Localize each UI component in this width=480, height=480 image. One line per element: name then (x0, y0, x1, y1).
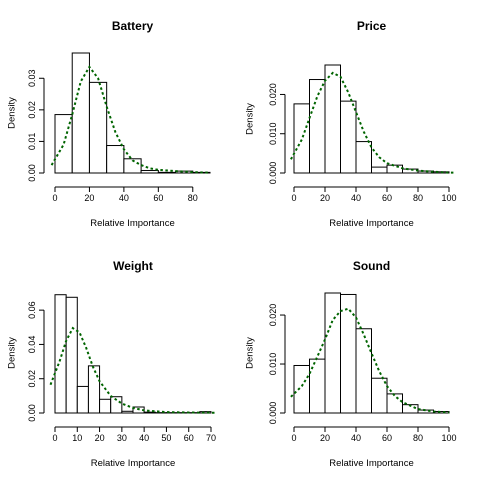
x-tick-label: 20 (320, 193, 330, 203)
histogram-bar (140, 169, 159, 174)
y-tick-label: 0.000 (268, 162, 278, 185)
y-tick-label: 0.00 (27, 164, 37, 182)
histogram-bar (324, 292, 341, 414)
density-curve (50, 65, 211, 174)
x-tick-label: 0 (291, 433, 296, 443)
y-axis-label: Density (7, 337, 18, 369)
density-curve (49, 326, 216, 414)
y-tick-label: 0.010 (268, 122, 278, 145)
histogram-bar (157, 171, 177, 174)
histogram-bar (386, 164, 403, 174)
histogram-bar (293, 103, 310, 174)
x-tick-label: 20 (95, 433, 105, 443)
x-axis-label: Relative Importance (90, 218, 174, 229)
histogram-bar (54, 294, 67, 414)
y-axis-label: Density (245, 337, 256, 369)
histogram-bar (76, 385, 89, 414)
density-curve (290, 307, 450, 414)
y-tick-label: 0.02 (27, 101, 37, 119)
chart-panel-weight: Weight 0 10 20 30 40 50 60 70 Relative Importance… (7, 259, 216, 469)
x-tick-label: 0 (52, 433, 57, 443)
x-axis-label: Relative Importance (91, 458, 175, 469)
x-tick-label: 70 (206, 433, 216, 443)
histogram-bar (143, 411, 156, 414)
histogram-bar (324, 64, 341, 174)
histogram-bar (293, 364, 310, 414)
y-tick-label: 0.020 (268, 304, 278, 327)
x-tick-label: 10 (72, 433, 82, 443)
y-tick-label: 0.020 (268, 83, 278, 106)
histogram-bar (417, 409, 434, 414)
histogram-bar (309, 79, 326, 174)
y-tick-label: 0.04 (27, 336, 37, 354)
histogram-bar (106, 145, 125, 174)
x-tick-label: 40 (119, 193, 129, 203)
x-tick-label: 80 (413, 433, 423, 443)
chart-panel-battery: Battery 0 20 40 60 80 Relative Importance 0.00 0… (7, 19, 211, 229)
x-tick-label: 50 (161, 433, 171, 443)
x-tick-label: 40 (351, 433, 361, 443)
y-axis-label: Density (245, 103, 256, 135)
histogram-bar (433, 411, 450, 414)
x-tick-label: 40 (139, 433, 149, 443)
chart-title: Sound (353, 259, 390, 273)
x-tick-label: 100 (441, 433, 456, 443)
chart-title: Price (357, 19, 387, 33)
x-tick-label: 20 (320, 433, 330, 443)
histogram-bar (355, 141, 372, 174)
y-tick-label: 0.01 (27, 133, 37, 151)
x-tick-label: 0 (291, 193, 296, 203)
histogram-bar (121, 410, 134, 414)
y-tick-label: 0.000 (268, 402, 278, 425)
histogram-bar (88, 81, 108, 174)
chart-panel-price: Price 0 20 40 60 80 100 Relative Importance 0.00… (245, 19, 457, 229)
histogram-bar (110, 396, 123, 414)
histogram-bar (371, 166, 388, 174)
x-tick-label: 80 (188, 193, 198, 203)
histogram-bar (87, 365, 101, 414)
histogram-bar (386, 393, 403, 414)
histogram-bar (340, 293, 357, 414)
y-tick-label: 0.03 (27, 69, 37, 87)
y-tick-label: 0.00 (27, 404, 37, 422)
y-axis-label: Density (7, 97, 18, 129)
y-tick-label: 0.06 (27, 301, 37, 319)
histogram-bar (199, 411, 212, 414)
x-tick-label: 80 (413, 193, 423, 203)
x-tick-label: 40 (351, 193, 361, 203)
x-axis-label: Relative Importance (329, 218, 413, 229)
chart-title: Battery (112, 19, 154, 33)
x-tick-label: 100 (441, 193, 456, 203)
x-tick-label: 20 (84, 193, 94, 203)
x-tick-label: 0 (52, 193, 57, 203)
chart-title: Weight (113, 259, 153, 273)
histogram-bar (340, 100, 357, 174)
x-tick-label: 60 (382, 193, 392, 203)
y-tick-label: 0.010 (268, 353, 278, 376)
x-tick-label: 60 (382, 433, 392, 443)
histogram-bar (99, 398, 112, 414)
x-tick-label: 60 (153, 193, 163, 203)
histogram-bar (65, 296, 78, 414)
x-tick-label: 30 (117, 433, 127, 443)
histogram-bar (402, 168, 419, 174)
histogram-bar (355, 328, 372, 414)
x-tick-label: 60 (184, 433, 194, 443)
y-tick-label: 0.02 (27, 370, 37, 388)
histogram-bar (175, 170, 194, 174)
x-axis-label: Relative Importance (329, 458, 413, 469)
chart-panel-sound: Sound 0 20 40 60 80 100 Relative Importance 0.00… (245, 259, 457, 469)
